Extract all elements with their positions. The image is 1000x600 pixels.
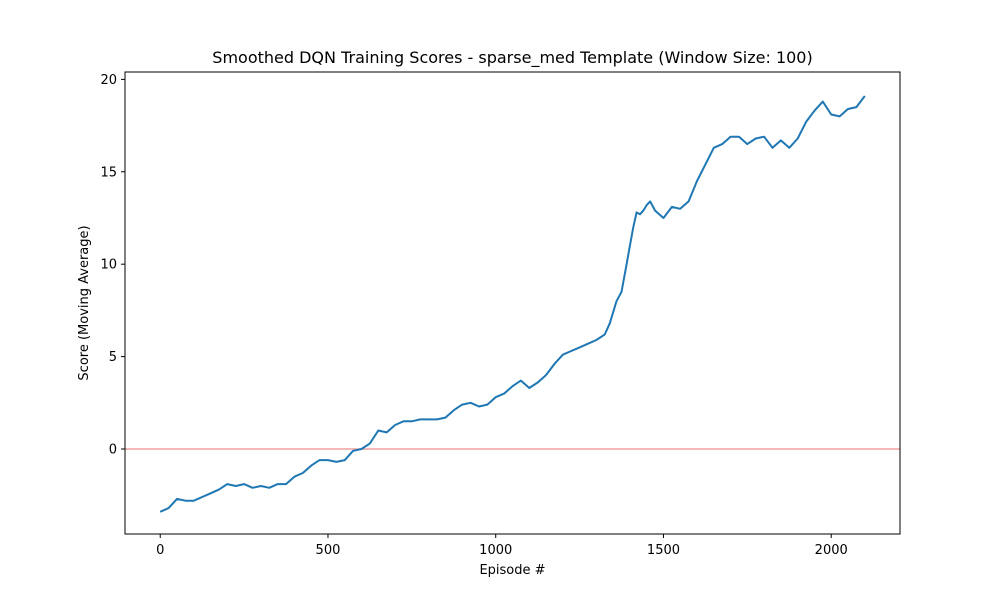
x-tick-label: 0 — [156, 543, 164, 558]
chart-title: Smoothed DQN Training Scores - sparse_me… — [212, 48, 812, 68]
x-tick-label: 2000 — [815, 543, 848, 558]
x-tick-label: 1000 — [479, 543, 512, 558]
x-axis-label: Episode # — [479, 563, 545, 578]
y-tick-label: 20 — [100, 73, 117, 88]
plot-area — [124, 71, 901, 535]
x-axis: 0 500 1000 1500 2000 — [156, 534, 848, 558]
x-tick-label: 1500 — [647, 543, 680, 558]
x-tick-label: 500 — [316, 543, 341, 558]
y-axis: 0 5 10 15 20 — [100, 73, 125, 457]
y-axis-label: Score (Moving Average) — [77, 225, 92, 380]
y-tick-label: 0 — [109, 442, 117, 457]
y-tick-label: 10 — [100, 258, 117, 273]
y-tick-label: 15 — [100, 165, 117, 180]
plot-frame — [124, 71, 901, 535]
series-line-0 — [159, 95, 866, 513]
y-tick-label: 5 — [109, 350, 117, 365]
